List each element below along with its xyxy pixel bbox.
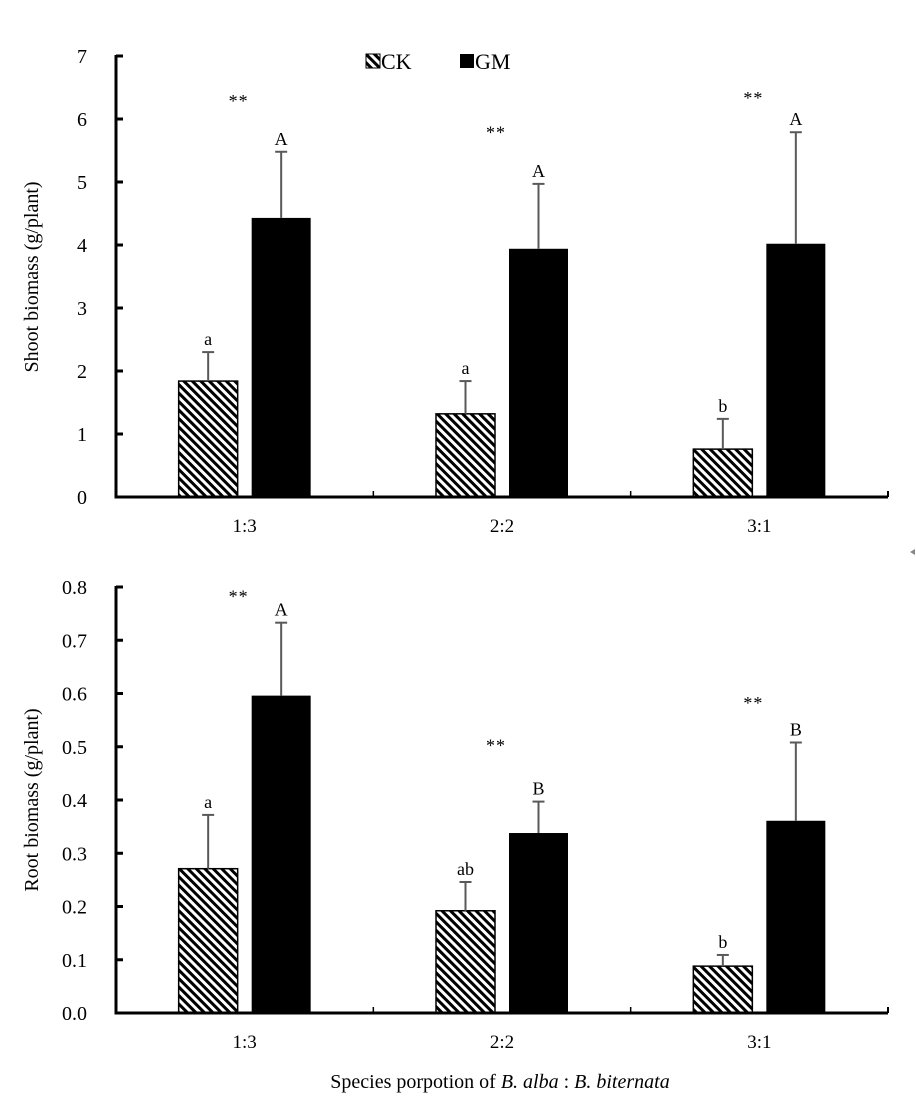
axes — [114, 585, 889, 1015]
y-tick-label: 0.1 — [62, 950, 87, 972]
category-labels: 1:3 2:2 3:1 — [233, 516, 772, 537]
y-axis-title: Root biomass (g/plant) — [21, 708, 43, 891]
group-letter-label: a — [204, 792, 212, 812]
stray-mark — [910, 549, 915, 555]
y-tick-label: 3 — [77, 298, 87, 320]
y-tick-label: 0.3 — [62, 843, 87, 865]
y-tick-label: 0.0 — [62, 1003, 87, 1025]
y-tick-label: 5 — [77, 172, 87, 194]
bar-gm — [509, 248, 568, 497]
bar-gm — [509, 833, 568, 1013]
significance-label: ** — [486, 122, 506, 142]
y-tick-label: 0.4 — [62, 790, 87, 812]
significance-label: ** — [743, 693, 763, 713]
significance-label: ** — [486, 735, 506, 755]
y-tick-label: 7 — [77, 46, 87, 68]
x-axis-title-species1: B. alba — [501, 1071, 559, 1093]
y-tick-label: 0.6 — [62, 684, 87, 706]
legend-label-ck: CK — [381, 49, 412, 74]
y-tick-label: 0.8 — [62, 577, 87, 599]
y-tick-label: 0 — [77, 487, 87, 509]
x-category-label: 3:1 — [747, 1032, 771, 1053]
x-category-label: 1:3 — [233, 516, 257, 537]
group-letter-label: a — [462, 358, 470, 378]
x-category-label: 1:3 — [233, 1032, 257, 1053]
bars: a A ** a A ** b A ** — [177, 88, 826, 498]
x-axis-title-species2: B. biternata — [574, 1071, 670, 1093]
bar-gm — [251, 695, 311, 1013]
group-letter-label: A — [532, 161, 545, 181]
group-letter-label: B — [532, 779, 544, 799]
legend-swatch-ck — [365, 53, 381, 69]
y-tick-labels: 0.0 0.1 0.2 0.3 0.4 0.5 0.6 0.7 0.8 — [62, 577, 87, 1025]
bar-ck — [435, 413, 496, 498]
legend-swatch-gm — [460, 54, 474, 68]
x-category-label: 2:2 — [490, 516, 514, 537]
bar-ck — [435, 910, 496, 1014]
y-tick-label: 4 — [77, 235, 87, 257]
y-axis-title: Shoot biomass (g/plant) — [21, 181, 43, 372]
bar-gm — [766, 243, 826, 497]
legend-item-gm: GM — [460, 49, 510, 74]
group-letter-label: a — [204, 329, 212, 349]
group-letter-label: A — [275, 129, 288, 149]
root-biomass-chart: Root biomass (g/plant) 0.00.10.20.30.40.… — [21, 577, 889, 1053]
y-tick-label: 6 — [77, 109, 87, 131]
y-tick-label: 2 — [77, 361, 87, 383]
shoot-biomass-chart: Shoot biomass (g/plant) 0 1 2 3 4 5 6 7 a A ** a A *… — [21, 46, 889, 537]
group-letter-label: B — [790, 719, 802, 739]
bar-ck — [692, 448, 754, 498]
bar-gm — [251, 217, 311, 497]
category-labels: 1:3 2:2 3:1 — [233, 1032, 772, 1053]
legend: CK GM — [365, 49, 510, 74]
group-letter-label: ab — [457, 859, 474, 879]
y-tick-labels: 0 1 2 3 4 5 6 7 — [77, 46, 87, 509]
group-letter-label: A — [275, 600, 288, 620]
y-tick-label: 1 — [77, 424, 87, 446]
x-axis-title: Species porpotion of B. alba : B. bitern… — [330, 1071, 669, 1093]
bar-ck — [177, 867, 239, 1014]
group-letter-label: b — [718, 396, 727, 416]
bar-gm — [766, 820, 826, 1013]
significance-label: ** — [743, 88, 763, 108]
y-tick-label: 0.7 — [62, 630, 87, 652]
group-letter-label: A — [789, 109, 802, 129]
legend-item-ck: CK — [365, 49, 412, 74]
significance-label: ** — [229, 91, 249, 111]
group-letter-label: b — [718, 932, 727, 952]
y-tick-label: 0.5 — [62, 737, 87, 759]
bar-ck — [177, 380, 239, 498]
y-tick-label: 0.2 — [62, 897, 87, 919]
significance-label: ** — [229, 586, 249, 606]
bar-ck — [692, 965, 754, 1014]
bars: a A ** ab B ** b B ** — [177, 586, 826, 1014]
axes — [114, 54, 889, 499]
x-category-label: 3:1 — [747, 516, 771, 537]
x-category-label: 2:2 — [490, 1032, 514, 1053]
x-axis-title-separator: : — [559, 1071, 575, 1093]
x-axis-title-prefix: Species porpotion of — [330, 1071, 501, 1093]
legend-label-gm: GM — [475, 49, 510, 74]
